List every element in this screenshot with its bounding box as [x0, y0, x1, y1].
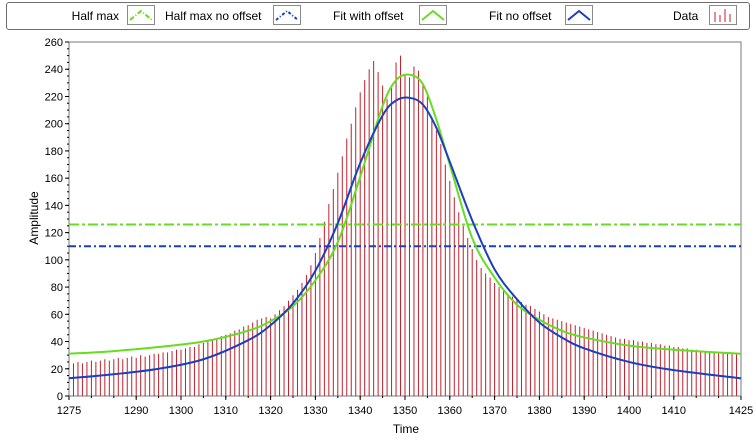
y-axis-title: Amplitude	[27, 191, 41, 245]
legend-label: Fit no offset	[489, 9, 552, 23]
x-axis: 1275 1290 1300 1310 1320 1330 1340 1350 1360 1370…	[57, 396, 753, 417]
x-tick-label: 1300	[169, 405, 193, 417]
y-tick-label: 220	[45, 91, 63, 103]
y-tick-label: 40	[51, 337, 63, 349]
x-tick-label: 1400	[617, 405, 641, 417]
legend-swatch-fit-no-offset	[565, 5, 593, 25]
x-tick-label: 1290	[124, 405, 148, 417]
x-tick-label: 1360	[438, 405, 462, 417]
x-tick-label: 1425	[729, 405, 753, 417]
y-tick-label: 140	[45, 200, 63, 212]
x-tick-label: 1350	[393, 405, 417, 417]
y-tick-label: 20	[51, 364, 63, 376]
line-fit-with-offset	[68, 73, 742, 355]
line-fit-no-offset	[68, 96, 742, 380]
y-tick-label: 160	[45, 173, 63, 185]
legend-label: Half max no offset	[165, 9, 262, 23]
y-axis: 0 20 40 60 80 100 120 140 160 180 200 220 240 260	[45, 37, 69, 403]
y-tick-label: 180	[45, 146, 63, 158]
x-tick-label: 1380	[527, 405, 551, 417]
legend-swatch-fit-with-offset	[419, 5, 447, 25]
x-tick-label: 1275	[57, 405, 81, 417]
x-tick-label: 1310	[214, 405, 238, 417]
y-tick-label: 200	[45, 119, 63, 131]
x-tick-label: 1410	[662, 405, 686, 417]
y-tick-label: 120	[45, 228, 63, 240]
legend-swatch-half-max-no-offset	[273, 5, 301, 25]
legend: Half max Half max no offset Fit with off…	[6, 2, 750, 30]
x-axis-title: Time	[393, 422, 420, 436]
y-tick-label: 0	[57, 391, 63, 403]
x-tick-label: 1330	[303, 405, 327, 417]
y-tick-label: 240	[45, 64, 63, 76]
x-tick-label: 1390	[572, 405, 596, 417]
chevron-solid-blue-icon	[567, 9, 591, 21]
y-tick-label: 260	[45, 37, 63, 49]
legend-label: Data	[673, 9, 699, 23]
legend-label: Half max	[71, 9, 119, 23]
data-stems	[72, 55, 738, 396]
x-tick-label: 1370	[482, 405, 506, 417]
legend-swatch-data	[709, 5, 737, 25]
chevron-dashdot-green-icon	[129, 9, 153, 21]
y-tick-label: 100	[45, 255, 63, 267]
y-tick-label: 60	[51, 309, 63, 321]
stems-red-icon	[714, 9, 731, 22]
x-tick-label: 1320	[258, 405, 282, 417]
y-tick-label: 80	[51, 282, 63, 294]
fit-lines	[68, 73, 742, 380]
legend-label: Fit with offset	[333, 9, 404, 23]
legend-swatch-half-max	[127, 5, 155, 25]
chevron-solid-green-icon	[421, 9, 445, 21]
x-tick-label: 1340	[348, 405, 372, 417]
